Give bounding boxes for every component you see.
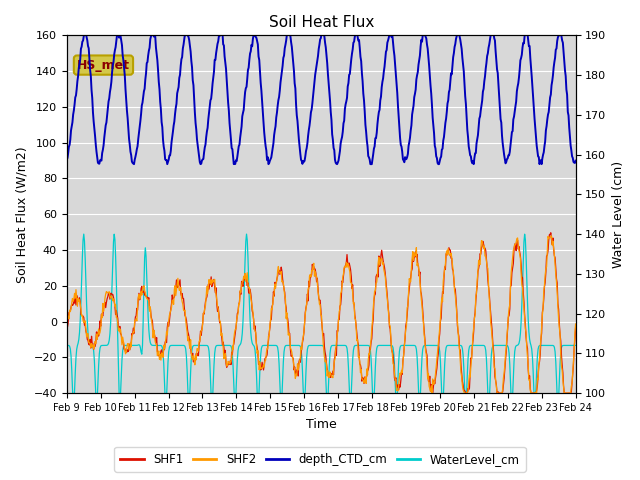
Y-axis label: Soil Heat Flux (W/m2): Soil Heat Flux (W/m2)	[15, 146, 28, 283]
Y-axis label: Water Level (cm): Water Level (cm)	[612, 161, 625, 268]
X-axis label: Time: Time	[306, 419, 337, 432]
Legend: SHF1, SHF2, depth_CTD_cm, WaterLevel_cm: SHF1, SHF2, depth_CTD_cm, WaterLevel_cm	[114, 447, 526, 472]
Text: HS_met: HS_met	[77, 59, 130, 72]
Title: Soil Heat Flux: Soil Heat Flux	[269, 15, 374, 30]
